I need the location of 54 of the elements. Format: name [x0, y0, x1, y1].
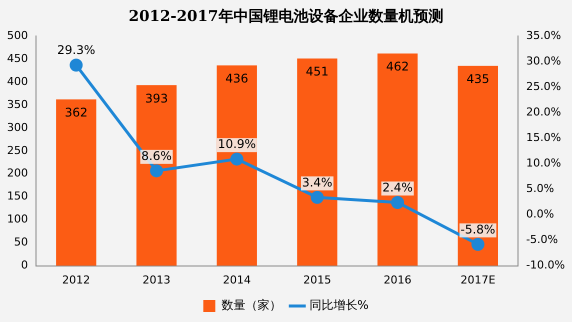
y-tick-label: 300 [6, 120, 28, 134]
y2-tick-label: 35.0% [526, 28, 562, 42]
point [391, 196, 404, 209]
data-label: 435 [466, 72, 490, 86]
point [310, 190, 324, 204]
data-label: 29.3% [57, 43, 96, 58]
y-tick-label: 100 [6, 212, 28, 226]
bar [136, 85, 177, 266]
data-label: 462 [386, 60, 410, 74]
y-tick-label: 150 [6, 190, 28, 203]
y2-tick-label: 15.0% [526, 130, 562, 144]
y-tick-label: 500 [6, 28, 28, 42]
data-label: 8.6% [141, 148, 172, 163]
x-tick-label: 2012 [62, 273, 90, 286]
y2-tick-label: 0.0% [526, 208, 554, 221]
data-label: 393 [145, 91, 168, 106]
data-label: 362 [64, 106, 88, 120]
x-tick-label: 2015 [303, 273, 332, 286]
y2-tick-label: 30.0% [526, 54, 562, 68]
y2-tick-label: 5.0% [526, 182, 554, 196]
bar [458, 66, 498, 266]
y2-tick-label: 25.0% [526, 80, 562, 93]
data-label: 436 [225, 72, 248, 86]
point [230, 152, 244, 166]
data-label: -5.8% [460, 222, 496, 236]
data-label: 2.4% [382, 180, 413, 195]
legend-label: 同比增长% [309, 298, 369, 312]
y-tick-label: 400 [6, 74, 28, 88]
y-tick-label: 200 [6, 166, 28, 180]
point [70, 58, 83, 72]
y-tick-label: 50 [14, 236, 28, 249]
y-tick-label: 0 [20, 258, 28, 272]
bar [216, 65, 257, 266]
legend-label: 数量（家） [221, 298, 282, 312]
data-label: 10.9% [218, 137, 256, 152]
x-tick-label: 2016 [384, 273, 412, 286]
point [150, 164, 164, 178]
y-tick-label: 350 [6, 98, 28, 111]
y2-tick-label: 10.0% [526, 156, 562, 170]
point [471, 238, 484, 251]
bar [56, 99, 96, 266]
y2-tick-label: 20.0% [526, 105, 562, 118]
x-tick-label: 2013 [142, 273, 171, 286]
y2-tick-label: -5.0% [526, 233, 558, 246]
x-tick-label: 2017E [460, 273, 496, 286]
bar [377, 53, 418, 266]
y2-tick-label: -10.0% [526, 258, 566, 272]
y-tick-label: 450 [6, 52, 28, 65]
chart-title: 2012-2017年中国锂电池设备企业数量机预测 [128, 6, 444, 25]
data-label: 3.4% [302, 175, 332, 190]
x-tick-label: 2014 [222, 273, 251, 286]
bar [297, 58, 338, 266]
data-label: 451 [306, 64, 329, 79]
y-tick-label: 250 [6, 144, 28, 157]
